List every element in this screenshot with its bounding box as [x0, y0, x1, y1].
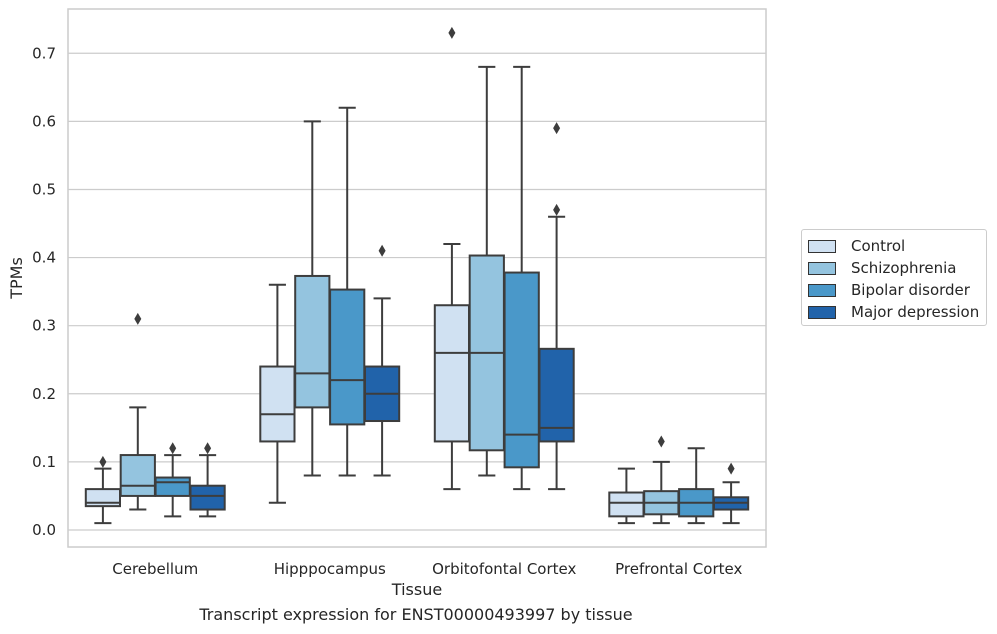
legend-label-control: Control	[851, 237, 906, 255]
box-schizophrenia	[294, 120, 331, 477]
box-major-depression	[363, 244, 401, 477]
box-bipolar-disorder	[503, 65, 540, 491]
outlier-point	[553, 203, 561, 216]
outlier-point	[553, 122, 561, 135]
legend-swatch-bipolar-disorder	[808, 283, 836, 297]
x-tick-label: Prefrontal Cortex	[615, 560, 742, 578]
y-tick-label: 0.0	[32, 521, 56, 539]
box-control	[84, 455, 122, 525]
box-iqr	[329, 288, 366, 426]
box-iqr	[433, 304, 471, 443]
legend-item-control: Control	[808, 236, 905, 256]
y-tick-label: 0.1	[32, 453, 56, 471]
box-iqr	[154, 476, 191, 497]
x-tick-labels: Cerebellum Hipppocampus Orbitofontal Corte…	[112, 560, 742, 578]
box-bipolar-disorder	[678, 447, 715, 525]
legend-swatch-schizophrenia	[808, 261, 836, 275]
box-iqr	[608, 491, 645, 518]
box-iqr	[189, 484, 226, 511]
legend: Control Schizophrenia Bipolar disorder M…	[801, 229, 987, 326]
box-iqr	[119, 454, 156, 497]
legend-swatch-major-depression	[808, 305, 836, 319]
y-tick-label: 0.4	[32, 249, 56, 267]
chart-caption: Transcript expression for ENST0000049399…	[199, 605, 633, 624]
outlier-point	[204, 442, 212, 455]
y-tick-label: 0.2	[32, 385, 56, 403]
legend-item-major-depression: Major depression	[808, 302, 979, 322]
x-tick-label: Hipppocampus	[274, 560, 386, 578]
box-schizophrenia	[468, 65, 505, 477]
box-bipolar-disorder	[154, 442, 191, 518]
outlier-point	[378, 244, 386, 257]
y-tick-label: 0.3	[32, 317, 56, 335]
box-iqr	[259, 365, 296, 443]
box-schizophrenia	[119, 312, 156, 511]
x-tick-label: Orbitofontal Cortex	[432, 560, 576, 578]
box-iqr	[503, 271, 540, 469]
y-tick-label: 0.6	[32, 112, 56, 130]
y-axis-label: TPMs	[7, 257, 26, 300]
box-control	[608, 467, 645, 525]
box-control	[259, 283, 296, 504]
legend-label-schizophrenia: Schizophrenia	[851, 259, 957, 277]
y-tick-label: 0.5	[32, 180, 56, 198]
y-tick-labels: 0.0 0.1 0.2 0.3 0.4 0.5 0.6 0.7	[32, 44, 56, 539]
x-axis-label: Tissue	[391, 580, 442, 599]
outlier-point	[134, 312, 142, 325]
box-control	[433, 26, 471, 491]
x-tick-label: Cerebellum	[112, 560, 198, 578]
box-major-depression	[189, 442, 226, 518]
outlier-point	[657, 435, 665, 448]
box-iqr	[538, 347, 575, 443]
legend-label-major-depression: Major depression	[851, 303, 980, 321]
box-bipolar-disorder	[329, 106, 366, 477]
outlier-point	[727, 462, 735, 475]
outlier-point	[99, 455, 107, 468]
box-major-depression	[538, 122, 575, 491]
legend-item-schizophrenia: Schizophrenia	[808, 258, 956, 278]
plot-frame	[67, 8, 767, 548]
box-schizophrenia	[643, 435, 680, 525]
box-major-depression	[712, 462, 750, 525]
outlier-point	[169, 442, 177, 455]
legend-swatch-control	[808, 239, 836, 253]
legend-label-bipolar-disorder: Bipolar disorder	[851, 281, 970, 299]
box-iqr	[294, 274, 331, 409]
outlier-point	[448, 26, 456, 39]
legend-item-bipolar-disorder: Bipolar disorder	[808, 280, 970, 300]
gridlines	[68, 52, 766, 531]
box-plots	[84, 26, 750, 525]
y-tick-label: 0.7	[32, 44, 56, 62]
